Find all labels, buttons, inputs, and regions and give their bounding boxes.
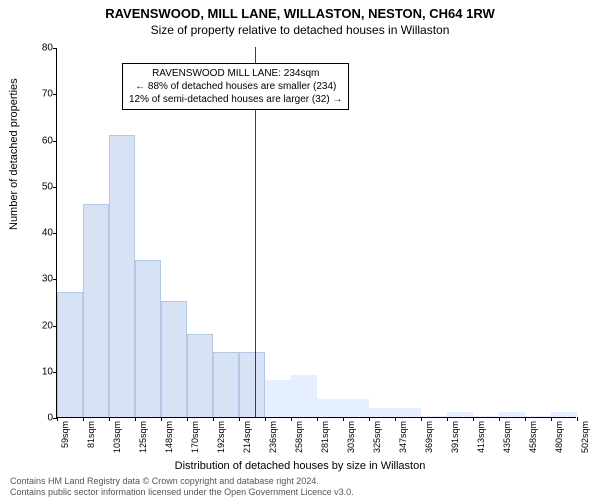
x-tick-label: 391sqm	[450, 421, 460, 453]
x-tick-label: 325sqm	[372, 421, 382, 453]
y-tick-mark	[53, 187, 57, 188]
y-axis-label: Number of detached properties	[8, 78, 20, 230]
histogram-bar	[109, 135, 135, 417]
footer-line-2: Contains public sector information licen…	[10, 487, 354, 498]
x-tick-mark	[239, 417, 240, 421]
x-tick-mark	[291, 417, 292, 421]
x-tick-mark	[473, 417, 474, 421]
histogram-bar	[265, 380, 291, 417]
x-tick-label: 502sqm	[580, 421, 590, 453]
x-axis-label: Distribution of detached houses by size …	[0, 460, 600, 472]
histogram-bar	[135, 260, 161, 417]
x-tick-label: 170sqm	[190, 421, 200, 453]
x-tick-label: 458sqm	[528, 421, 538, 453]
x-tick-label: 59sqm	[60, 421, 70, 448]
histogram-bar	[317, 399, 343, 418]
x-tick-label: 81sqm	[86, 421, 96, 448]
x-tick-mark	[525, 417, 526, 421]
annotation-line: ← 88% of detached houses are smaller (23…	[129, 80, 342, 93]
x-tick-mark	[499, 417, 500, 421]
x-tick-mark	[213, 417, 214, 421]
chart-title-sub: Size of property relative to detached ho…	[0, 21, 600, 37]
x-tick-label: 413sqm	[476, 421, 486, 453]
y-tick-mark	[53, 279, 57, 280]
histogram-bar	[525, 416, 551, 417]
x-tick-mark	[395, 417, 396, 421]
annotation-line: 12% of semi-detached houses are larger (…	[129, 93, 342, 106]
x-tick-mark	[317, 417, 318, 421]
footer-line-1: Contains HM Land Registry data © Crown c…	[10, 476, 354, 487]
histogram-bar	[421, 416, 447, 417]
chart-title-main: RAVENSWOOD, MILL LANE, WILLASTON, NESTON…	[0, 0, 600, 21]
x-tick-mark	[109, 417, 110, 421]
x-tick-label: 192sqm	[216, 421, 226, 453]
histogram-bar	[395, 408, 421, 417]
x-tick-label: 281sqm	[320, 421, 330, 453]
histogram-bar	[213, 352, 239, 417]
histogram-bar	[187, 334, 213, 417]
x-tick-label: 258sqm	[294, 421, 304, 453]
x-tick-mark	[447, 417, 448, 421]
histogram-bar	[83, 204, 109, 417]
annotation-line: RAVENSWOOD MILL LANE: 234sqm	[129, 67, 342, 80]
x-tick-mark	[135, 417, 136, 421]
x-tick-label: 435sqm	[502, 421, 512, 453]
x-tick-mark	[369, 417, 370, 421]
x-tick-mark	[187, 417, 188, 421]
x-tick-label: 103sqm	[112, 421, 122, 453]
histogram-bar	[473, 416, 499, 417]
histogram-bar	[57, 292, 83, 417]
x-tick-mark	[83, 417, 84, 421]
histogram-bar	[161, 301, 187, 417]
x-tick-mark	[577, 417, 578, 421]
y-tick-mark	[53, 141, 57, 142]
y-tick-mark	[53, 233, 57, 234]
x-tick-label: 347sqm	[398, 421, 408, 453]
annotation-box: RAVENSWOOD MILL LANE: 234sqm← 88% of det…	[122, 63, 349, 110]
x-tick-mark	[343, 417, 344, 421]
x-tick-label: 480sqm	[554, 421, 564, 453]
x-tick-label: 214sqm	[242, 421, 252, 453]
chart-plot-area: 0102030405060708059sqm81sqm103sqm125sqm1…	[56, 48, 576, 418]
x-tick-label: 125sqm	[138, 421, 148, 453]
y-tick-mark	[53, 94, 57, 95]
x-tick-mark	[265, 417, 266, 421]
x-tick-label: 369sqm	[424, 421, 434, 453]
footer-attribution: Contains HM Land Registry data © Crown c…	[10, 476, 354, 498]
x-tick-label: 236sqm	[268, 421, 278, 453]
x-tick-label: 303sqm	[346, 421, 356, 453]
x-tick-mark	[551, 417, 552, 421]
x-tick-mark	[57, 417, 58, 421]
y-tick-mark	[53, 48, 57, 49]
x-tick-mark	[161, 417, 162, 421]
histogram-bar	[551, 412, 577, 417]
histogram-bar	[343, 399, 369, 418]
x-tick-mark	[421, 417, 422, 421]
histogram-bar	[369, 408, 395, 417]
histogram-bar	[499, 412, 525, 417]
histogram-bar	[239, 352, 265, 417]
histogram-bar	[291, 375, 317, 417]
x-tick-label: 148sqm	[164, 421, 174, 453]
histogram-bar	[447, 412, 473, 417]
